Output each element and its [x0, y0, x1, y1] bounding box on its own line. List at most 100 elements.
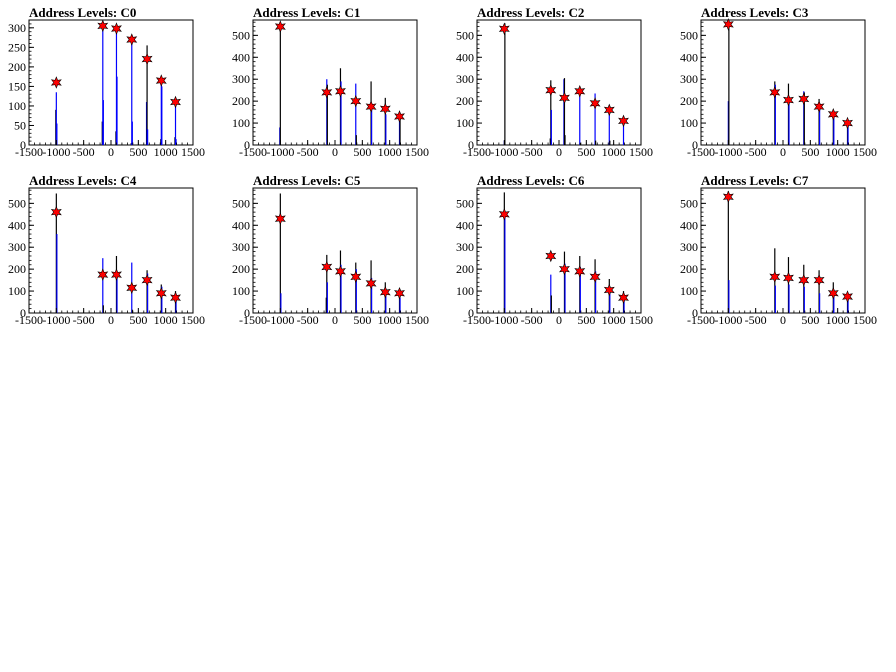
- y-tick-label: 300: [456, 240, 474, 254]
- peak-marker: [769, 270, 781, 284]
- chart-panel-1: Address Levels: C10100200300400500-1500-…: [232, 5, 429, 159]
- y-tick-label: 200: [456, 94, 474, 108]
- x-tick-label: -1500: [15, 145, 43, 159]
- peak-marker: [842, 116, 853, 130]
- x-tick-label: -1000: [490, 313, 518, 327]
- y-tick-label: 500: [680, 196, 698, 210]
- peak-marker: [350, 270, 362, 284]
- plot-frame: [252, 19, 418, 146]
- x-tick-label: 500: [353, 145, 371, 159]
- x-tick-label: -500: [745, 313, 767, 327]
- plot-frame: [700, 187, 866, 314]
- y-tick-label: 150: [8, 79, 26, 93]
- y-tick-label: 300: [8, 240, 26, 254]
- y-tick-label: 500: [8, 196, 26, 210]
- chart-panel-0: Address Levels: C0 0 50 100 150 200 250 300 -150…: [8, 5, 205, 159]
- chart-title: Address Levels: C7: [701, 173, 809, 188]
- x-tick-label: -1000: [490, 145, 518, 159]
- y-tick-label: 200: [232, 262, 250, 276]
- x-tick-label: -500: [521, 313, 543, 327]
- x-tick-label: 0: [780, 145, 786, 159]
- y-tick-label: 100: [680, 284, 698, 298]
- x-tick-label: 1500: [181, 313, 205, 327]
- peak-marker: [603, 103, 615, 117]
- y-tick-label: 0: [244, 138, 250, 152]
- x-tick-label: -500: [73, 145, 95, 159]
- y-tick-label: 200: [8, 60, 26, 74]
- y-tick-label: 0: [692, 306, 698, 320]
- y-tick-label: 200: [456, 262, 474, 276]
- x-tick-label: -1000: [714, 145, 742, 159]
- x-tick-label: -500: [297, 313, 319, 327]
- y-tick-label: 500: [680, 28, 698, 42]
- chart-title: Address Levels: C5: [253, 173, 361, 188]
- x-tick-label: 500: [801, 313, 819, 327]
- peak-marker: [394, 110, 405, 123]
- peak-marker: [379, 102, 391, 116]
- peak-marker: [545, 249, 557, 263]
- peak-marker: [350, 94, 362, 108]
- x-tick-label: 0: [332, 313, 338, 327]
- peak-marker: [50, 76, 62, 89]
- peak-marker: [813, 100, 825, 113]
- peak-marker: [618, 114, 629, 128]
- peak-marker: [558, 262, 570, 276]
- peak-marker: [798, 92, 810, 106]
- x-tick-label: 500: [577, 145, 595, 159]
- peak-marker: [110, 22, 122, 35]
- y-tick-label: 400: [232, 50, 250, 64]
- peak-marker: [498, 22, 510, 36]
- y-tick-label: 100: [680, 116, 698, 130]
- chart-panel-7: Address Levels: C70100200300400500-1500-…: [680, 173, 877, 327]
- x-tick-label: -1500: [687, 145, 715, 159]
- y-tick-label: 100: [456, 284, 474, 298]
- peak-marker: [618, 291, 629, 304]
- x-tick-label: 500: [129, 313, 147, 327]
- x-tick-label: 0: [556, 313, 562, 327]
- y-tick-label: 100: [232, 284, 250, 298]
- x-tick-label: 1000: [826, 145, 850, 159]
- peak-marker: [274, 212, 286, 226]
- peak-marker: [321, 86, 333, 99]
- y-tick-label: 300: [232, 72, 250, 86]
- x-tick-label: 0: [332, 145, 338, 159]
- x-tick-label: 1500: [853, 313, 877, 327]
- y-tick-label: 500: [232, 196, 250, 210]
- x-tick-label: -1500: [687, 313, 715, 327]
- y-tick-label: 300: [232, 240, 250, 254]
- y-tick-label: 0: [468, 138, 474, 152]
- peak-marker: [574, 265, 586, 278]
- peak-marker: [589, 270, 601, 284]
- peak-marker: [558, 91, 570, 105]
- y-tick-label: 0: [692, 138, 698, 152]
- x-tick-label: -500: [745, 145, 767, 159]
- chart-title: Address Levels: C1: [253, 5, 360, 20]
- peak-marker: [110, 268, 122, 281]
- peak-marker: [50, 205, 62, 219]
- plot-frame: [476, 187, 642, 314]
- y-tick-label: 0: [468, 306, 474, 320]
- y-tick-label: 400: [232, 218, 250, 232]
- peak-marker: [603, 283, 615, 297]
- peak-marker: [782, 271, 794, 285]
- y-tick-label: 0: [20, 138, 26, 152]
- x-tick-label: -1500: [15, 313, 43, 327]
- x-tick-label: 1000: [378, 145, 402, 159]
- x-tick-label: -1000: [714, 313, 742, 327]
- x-tick-label: 1000: [602, 313, 626, 327]
- y-tick-label: 400: [456, 50, 474, 64]
- y-tick-label: 200: [680, 94, 698, 108]
- peak-marker: [334, 265, 346, 278]
- peak-marker: [321, 260, 333, 274]
- x-tick-label: -500: [297, 145, 319, 159]
- x-tick-label: -1500: [463, 313, 491, 327]
- chart-title: Address Levels: C3: [701, 5, 809, 20]
- y-tick-label: 0: [244, 306, 250, 320]
- x-tick-label: -500: [73, 313, 95, 327]
- peak-marker: [155, 286, 167, 300]
- y-tick-label: 300: [8, 21, 26, 35]
- y-tick-label: 100: [8, 284, 26, 298]
- y-tick-label: 400: [456, 218, 474, 232]
- chart-panel-6: Address Levels: C60100200300400500-1500-…: [456, 173, 653, 327]
- chart-panel-4: Address Levels: C40100200300400500-1500-…: [8, 173, 205, 327]
